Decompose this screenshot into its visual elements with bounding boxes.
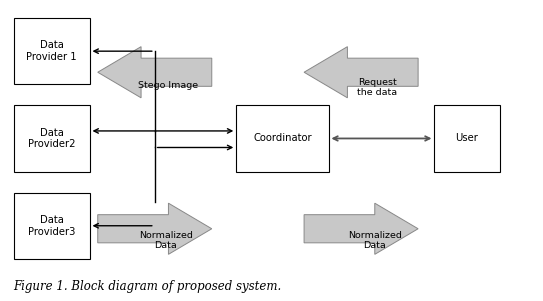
Text: Normalized
Data: Normalized Data: [138, 231, 193, 250]
Text: Coordinator: Coordinator: [253, 133, 312, 144]
Polygon shape: [304, 47, 418, 98]
Text: User: User: [456, 133, 478, 144]
FancyBboxPatch shape: [236, 105, 329, 172]
Text: Data
Provider 1: Data Provider 1: [26, 40, 77, 62]
FancyBboxPatch shape: [14, 193, 90, 259]
Polygon shape: [98, 203, 212, 254]
FancyBboxPatch shape: [14, 18, 90, 84]
Text: Normalized
Data: Normalized Data: [348, 231, 402, 250]
Text: Data
Provider2: Data Provider2: [28, 128, 75, 149]
Polygon shape: [304, 203, 418, 254]
Text: Stego Image: Stego Image: [138, 81, 198, 90]
Text: Data
Provider3: Data Provider3: [28, 215, 75, 237]
Polygon shape: [98, 47, 212, 98]
FancyBboxPatch shape: [14, 105, 90, 172]
FancyBboxPatch shape: [434, 105, 500, 172]
Text: Request
the data: Request the data: [357, 78, 397, 97]
Text: Figure 1. Block diagram of proposed system.: Figure 1. Block diagram of proposed syst…: [14, 281, 282, 293]
